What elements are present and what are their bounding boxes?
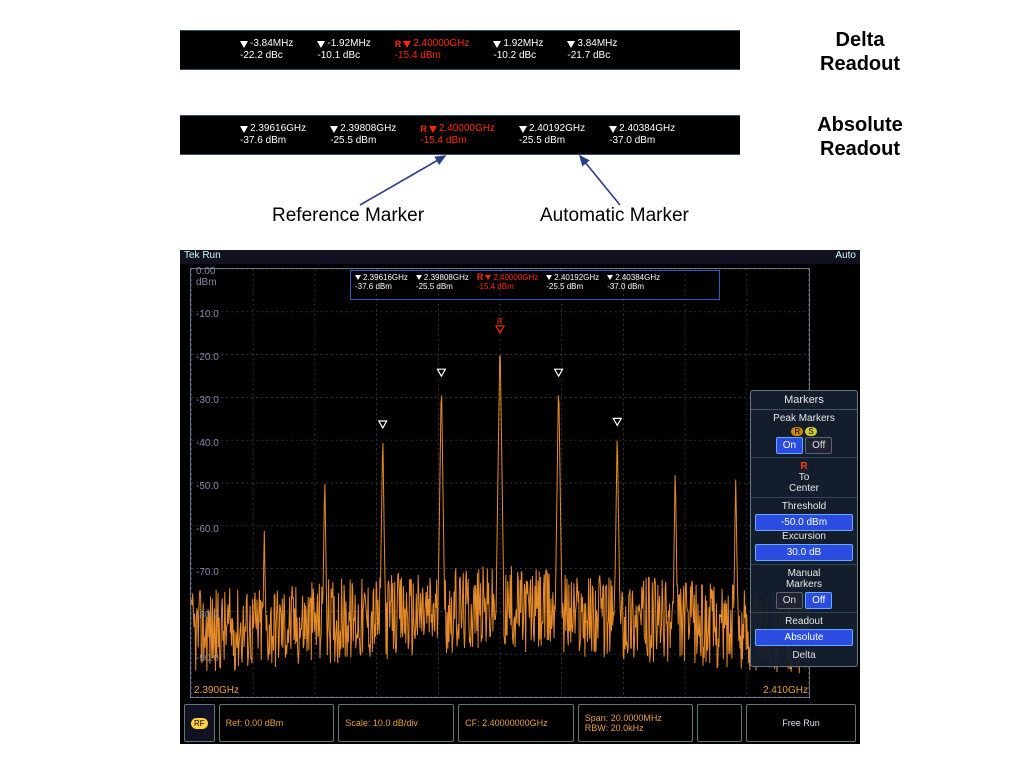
manual-markers-on-button[interactable]: On [776, 592, 803, 609]
ref-marker-icon: R [800, 461, 807, 472]
start-frequency-label: 2.390GHz [194, 685, 239, 696]
readout-label: Readout [755, 616, 853, 627]
spectrum-analyzer-window: Tek Run Auto R 0.00 dBm -10.0 -20.0 -30.0 -4… [180, 250, 860, 744]
y-tick-label: -30.0 [196, 395, 219, 406]
spectrum-trace [191, 269, 809, 697]
y-tick-label: -70.0 [196, 567, 219, 578]
excursion-value[interactable]: 30.0 dB [755, 544, 853, 561]
empty-status-cell [697, 704, 742, 742]
reference-marker-annotation: Reference Marker [272, 205, 424, 227]
auto-marker-readout: 3.84MHz-21.7 dBc [567, 38, 617, 62]
auto-marker-readout: 2.39808GHz-25.5 dBm [416, 273, 469, 297]
ref-level-readout[interactable]: Ref: 0.00 dBm [219, 704, 335, 742]
threshold-label: Threshold [755, 501, 853, 512]
absolute-readout-label: AbsoluteReadout [800, 113, 920, 161]
stop-frequency-label: 2.410GHz [763, 685, 808, 696]
auto-marker-readout: 2.40384GHz-37.0 dBm [607, 273, 660, 297]
inset-marker-readout: 2.39616GHz-37.6 dBm 2.39808GHz-25.5 dBm R2… [350, 270, 720, 300]
auto-marker-readout: 1.92MHz-10.2 dBc [493, 38, 543, 62]
free-run-button[interactable]: Free Run [746, 704, 856, 742]
y-tick-label: -20.0 [196, 352, 219, 363]
y-tick-label: -40.0 [196, 438, 219, 449]
reference-marker-readout: R2.40000GHz-15.4 dBm [477, 273, 538, 297]
to-center-section[interactable]: R ToCenter [751, 458, 857, 498]
analyzer-top-bar: Tek Run Auto [180, 250, 860, 264]
markers-panel-title: Markers [751, 391, 857, 410]
automatic-marker-annotation: Automatic Marker [540, 205, 689, 227]
status-bar: RF Ref: 0.00 dBm Scale: 10.0 dB/div CF: … [180, 702, 860, 744]
y-tick-label: 0.00 dBm [196, 266, 234, 288]
reference-marker-readout: R2.40000GHz-15.4 dBm [395, 38, 470, 62]
reference-marker-readout: R2.40000GHz-15.4 dBm [420, 123, 495, 147]
threshold-section[interactable]: Threshold -50.0 dBm Excursion 30.0 dB [751, 498, 857, 565]
y-axis-labels: 0.00 dBm -10.0 -20.0 -30.0 -40.0 -50.0 -60.0 -7… [194, 268, 234, 698]
y-tick-label: -60.0 [196, 524, 219, 535]
auto-marker-readout: 2.40384GHz-37.0 dBm [609, 123, 675, 147]
auto-marker-readout: 2.40192GHz-25.5 dBm [519, 123, 585, 147]
peak-markers-label: Peak Markers [755, 413, 853, 424]
peak-markers-on-button[interactable]: On [776, 437, 803, 454]
y-tick-label: -80.0 [196, 610, 219, 621]
auto-marker-readout: 2.39808GHz-25.5 dBm [330, 123, 396, 147]
manual-markers-off-button[interactable]: Off [805, 592, 832, 609]
markers-panel: Markers Peak Markers R S On Off R ToCent… [750, 390, 858, 667]
graticule[interactable]: R [190, 268, 810, 698]
auto-marker-readout: -1.92MHz-10.1 dBc [317, 38, 370, 62]
y-tick-label: -90.0 [196, 653, 219, 664]
peak-markers-off-button[interactable]: Off [805, 437, 832, 454]
absolute-marker-strip: 2.39616GHz-37.6 dBm 2.39808GHz-25.5 dBm R2… [180, 115, 740, 155]
excursion-label: Excursion [755, 531, 853, 542]
threshold-value[interactable]: -50.0 dBm [755, 514, 853, 531]
delta-readout-label: DeltaReadout [800, 28, 920, 76]
center-freq-readout[interactable]: CF: 2.40000000GHz [458, 704, 574, 742]
manual-markers-label: ManualMarkers [755, 568, 853, 590]
auto-status: Auto [835, 250, 856, 264]
to-center-label: ToCenter [789, 472, 819, 494]
auto-marker-readout: 2.40192GHz-25.5 dBm [546, 273, 599, 297]
span-rbw-readout[interactable]: Span: 20.0000MHz RBW: 20.0kHz [578, 704, 694, 742]
scale-readout[interactable]: Scale: 10.0 dB/div [338, 704, 454, 742]
auto-marker-readout: 2.39616GHz-37.6 dBm [240, 123, 306, 147]
auto-marker-readout: -3.84MHz-22.2 dBc [240, 38, 293, 62]
y-tick-label: -50.0 [196, 481, 219, 492]
readout-section: Readout Absolute Delta [751, 613, 857, 666]
auto-marker-readout: 2.39616GHz-37.6 dBm [355, 273, 408, 297]
readout-delta-button[interactable]: Delta [755, 648, 853, 663]
run-status: Tek Run [184, 250, 221, 264]
peak-markers-section: Peak Markers R S On Off [751, 410, 857, 458]
manual-markers-section: ManualMarkers On Off [751, 565, 857, 613]
delta-marker-strip: -3.84MHz-22.2 dBc -1.92MHz-10.1 dBc R2.400… [180, 30, 740, 70]
rf-icon: RF [184, 704, 215, 742]
readout-absolute-button[interactable]: Absolute [755, 629, 853, 646]
y-tick-label: -10.0 [196, 309, 219, 320]
